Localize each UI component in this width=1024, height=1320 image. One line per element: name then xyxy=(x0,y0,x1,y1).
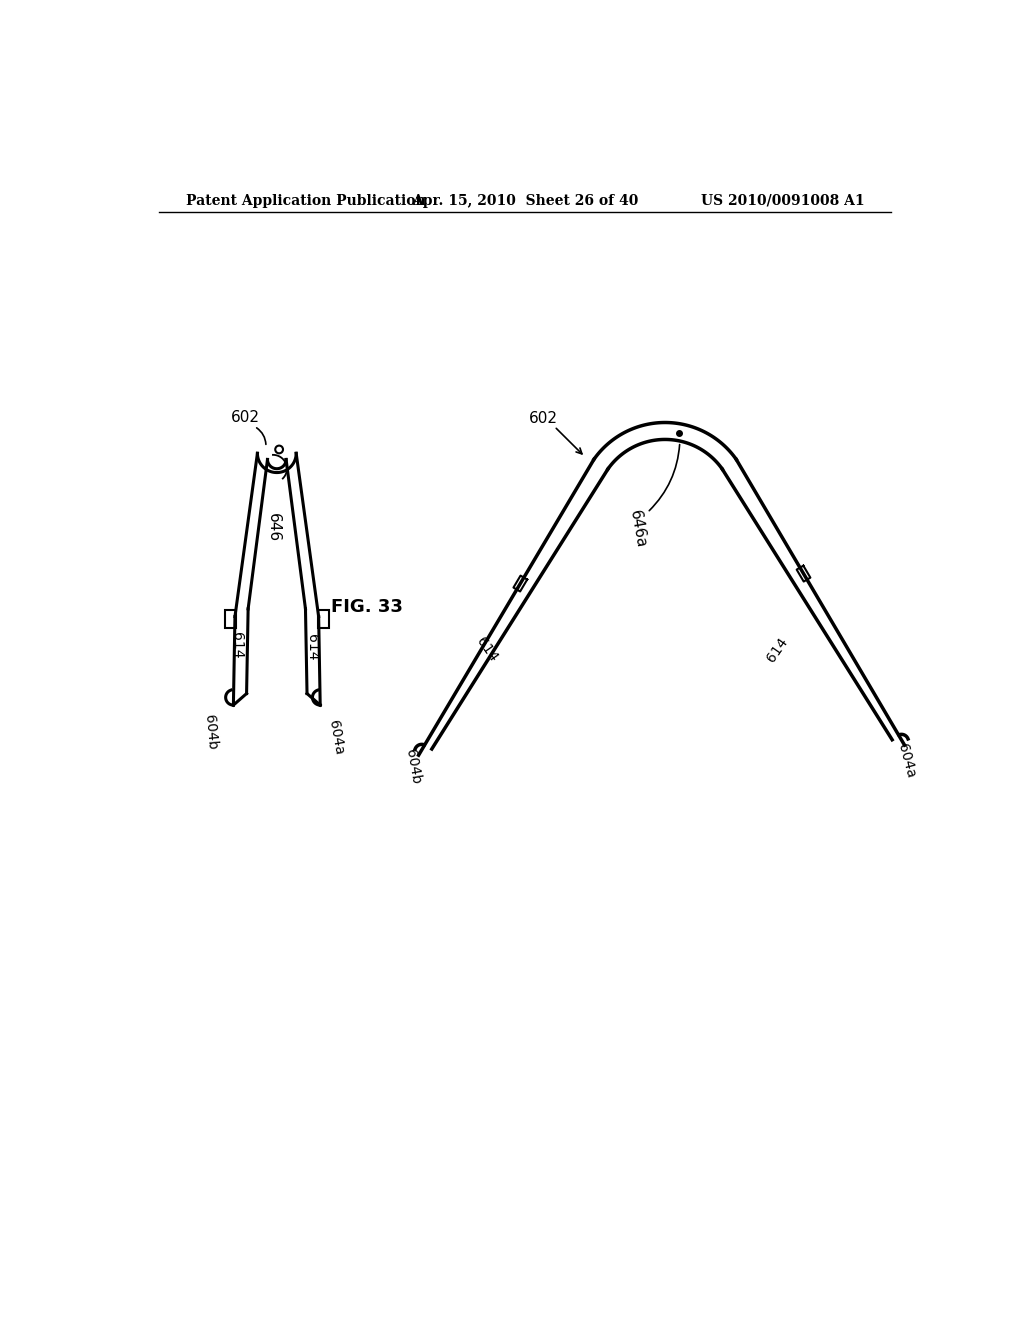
Text: 614: 614 xyxy=(305,634,319,660)
Text: 614: 614 xyxy=(764,635,791,664)
Text: 614: 614 xyxy=(229,632,244,659)
Text: Patent Application Publication: Patent Application Publication xyxy=(186,194,426,207)
Text: 604b: 604b xyxy=(203,714,219,750)
Polygon shape xyxy=(513,576,527,591)
Text: 602: 602 xyxy=(231,411,260,425)
Text: 604b: 604b xyxy=(403,748,423,785)
FancyBboxPatch shape xyxy=(317,610,329,628)
Text: 602: 602 xyxy=(529,411,558,426)
Text: Apr. 15, 2010  Sheet 26 of 40: Apr. 15, 2010 Sheet 26 of 40 xyxy=(412,194,638,207)
Text: 646a: 646a xyxy=(627,510,648,550)
Text: 604a: 604a xyxy=(896,743,919,780)
Polygon shape xyxy=(797,566,810,582)
FancyBboxPatch shape xyxy=(225,610,236,628)
Text: 614: 614 xyxy=(473,635,500,664)
Text: 646: 646 xyxy=(266,513,282,543)
Text: FIG. 33: FIG. 33 xyxy=(331,598,402,615)
Text: 604a: 604a xyxy=(326,719,346,756)
Text: US 2010/0091008 A1: US 2010/0091008 A1 xyxy=(700,194,864,207)
